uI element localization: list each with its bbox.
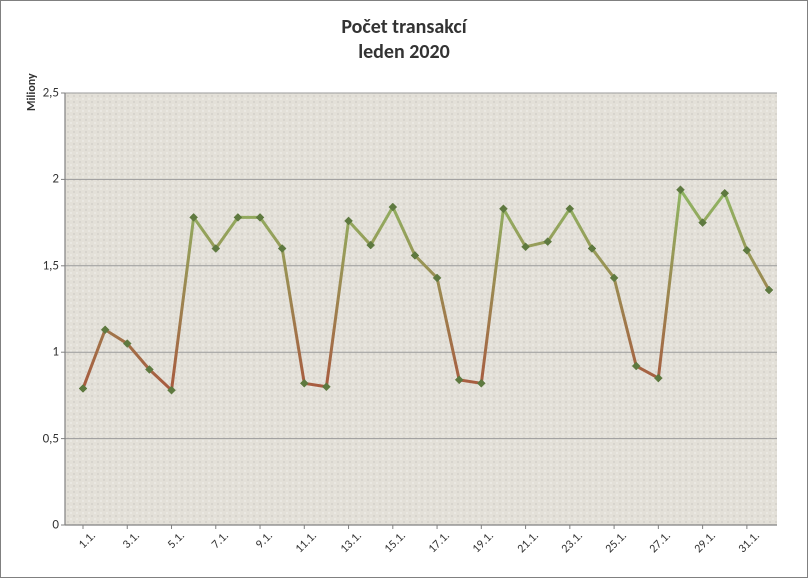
x-tick-label: 19.1. [470, 529, 497, 556]
y-axis-title: Miliony [25, 73, 39, 111]
chart-title-line1: Počet transakcí [1, 15, 807, 40]
x-tick-label: 21.1. [514, 529, 541, 556]
chart-title-line2: leden 2020 [1, 40, 807, 65]
x-tick-label: 3.1. [120, 529, 143, 552]
x-tick-label: 27.1. [647, 529, 674, 556]
x-tick-label: 11.1. [293, 529, 320, 556]
x-tick-label: 9.1. [253, 529, 276, 552]
chart-title: Počet transakcí leden 2020 [1, 1, 807, 65]
x-tick-label: 17.1. [426, 529, 453, 556]
y-tick-label: 0,5 [43, 431, 59, 446]
y-tick-label: 1,5 [43, 258, 59, 273]
x-tick-label: 25.1. [603, 529, 630, 556]
series-line [83, 190, 769, 390]
chart-frame: Počet transakcí leden 2020 Miliony 00,51… [0, 0, 808, 578]
chart-svg [65, 93, 777, 525]
plot-area: 00,511,522,51.1.3.1.5.1.7.1.9.1.11.1.13.… [65, 93, 777, 525]
x-tick-label: 29.1. [691, 529, 718, 556]
x-tick-label: 23.1. [559, 529, 586, 556]
x-tick-label: 13.1. [337, 529, 364, 556]
x-tick-label: 15.1. [382, 529, 409, 556]
x-tick-label: 5.1. [165, 529, 188, 552]
x-tick-label: 7.1. [209, 529, 232, 552]
y-tick-label: 2,5 [43, 86, 59, 101]
x-tick-label: 1.1. [76, 529, 99, 552]
y-tick-label: 0 [52, 518, 59, 533]
x-tick-label: 31.1. [736, 529, 763, 556]
y-tick-label: 2 [52, 172, 59, 187]
y-tick-label: 1 [52, 345, 59, 360]
